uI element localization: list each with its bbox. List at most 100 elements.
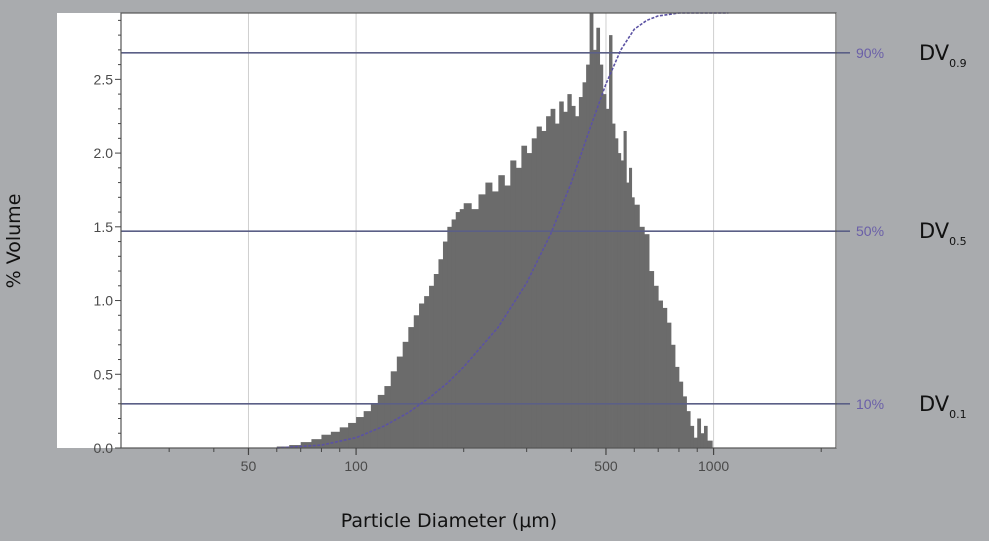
histogram-bar [609,35,613,448]
histogram-bar [438,259,444,448]
cumulative-curve [276,12,729,449]
x-tick-label: 50 [241,458,257,474]
histogram-bar [311,439,322,448]
histogram-bar [623,130,627,448]
histogram-bar [700,433,705,448]
histogram-bar [686,411,691,448]
histogram-bar [451,219,457,448]
histogram-bar [653,285,659,448]
histogram-bar [693,437,698,448]
histogram-bar [429,285,435,448]
histogram-bar [602,94,607,449]
x-axis-label: Particle Diameter (μm) [341,510,557,532]
histogram-bar [620,160,624,448]
histogram-bar [586,64,591,448]
histogram-bar [504,185,511,448]
histogram-bar [612,123,616,448]
histogram-bar [370,403,379,448]
plot-border [120,12,837,449]
histogram-bar [442,241,448,448]
histogram-bar [697,418,702,448]
histogram-bar [563,111,568,449]
histogram-bar [536,126,542,449]
dv-main: DV [919,392,950,416]
histogram-bar [498,175,505,449]
histogram-bar [492,191,499,449]
histogram-bar [617,153,622,448]
y-axis-label: % Volume [3,194,25,289]
histogram-bar [575,116,580,448]
histogram-bar [593,49,597,448]
plot-frame [120,12,837,449]
histogram-bar [541,130,547,448]
histogram-bar [571,105,576,448]
histogram-bar [649,271,655,448]
histogram-bar [599,64,604,448]
x-tick-label: 100 [344,458,368,474]
histogram-bar [478,194,486,448]
histogram-bar [377,394,385,448]
histogram-bars [276,13,713,449]
y-tick-label: 0.5 [94,366,114,382]
y-tick-label: 1.5 [94,219,114,235]
histogram-bar [459,209,465,448]
right-labels: 10% DV0.150% DV0.590% DV0.9 [856,41,967,421]
histogram-bar [670,344,676,448]
histogram-bar [546,116,551,448]
histogram-bar [419,303,425,448]
dv-label: DV0.1 [919,392,967,421]
histogram-bar [356,417,365,448]
histogram-bar [455,212,461,448]
histogram-bar [631,197,635,448]
dv-main: DV [919,41,950,65]
histogram-bar [531,138,538,448]
histogram-bar [390,371,398,448]
y-tick-label: 1.0 [94,293,114,309]
histogram-bar [578,97,583,449]
percent-label: 50% [856,223,884,239]
x-axis-ticks: 50 100 500 1000 [168,448,822,474]
histogram-bar [554,123,560,448]
histogram-bar [678,381,684,448]
histogram-bar [703,425,708,448]
histogram-bar [447,226,452,448]
cumulative-line [276,12,729,449]
histogram-bar [707,440,713,448]
histogram-bar [300,442,312,448]
histogram-bar [644,234,650,448]
histogram-bar [682,396,687,448]
histogram-bar [582,82,587,448]
histogram-bar [675,366,680,448]
y-tick-label: 2.5 [94,71,114,87]
histogram-bar [559,101,564,448]
dv-main: DV [919,219,950,243]
histogram-bar [363,411,372,448]
x-tick-label: 500 [594,458,618,474]
histogram-bar [330,431,341,448]
histogram-bar [596,27,601,449]
histogram-bar [666,322,672,448]
histogram-bar [396,356,404,448]
histogram-bar [658,300,663,448]
y-tick-label: 2.0 [94,145,114,161]
histogram-bar [471,209,479,448]
reference-lines [121,52,850,405]
histogram-bar [521,145,528,449]
percent-label: 90% [856,45,884,61]
histogram-bar [605,108,610,448]
x-tick-label: 1000 [698,458,729,474]
histogram-bar [634,204,640,448]
histogram-bar [662,307,668,448]
dv-subscript: 0.5 [949,235,967,248]
histogram-bar [615,138,619,448]
dv-label: DV0.5 [919,219,967,248]
histogram-bar [639,226,645,448]
histogram-bar [408,327,415,448]
y-tick-label: 0.0 [94,440,114,456]
histogram-bar [626,182,630,448]
y-axis-ticks: 0.0 0.5 1.0 1.5 2.0 2.5 [94,19,121,456]
histogram-bar [348,422,357,448]
histogram-bar [413,315,420,448]
histogram-bar [629,167,633,448]
dv-subscript: 0.1 [949,408,967,421]
